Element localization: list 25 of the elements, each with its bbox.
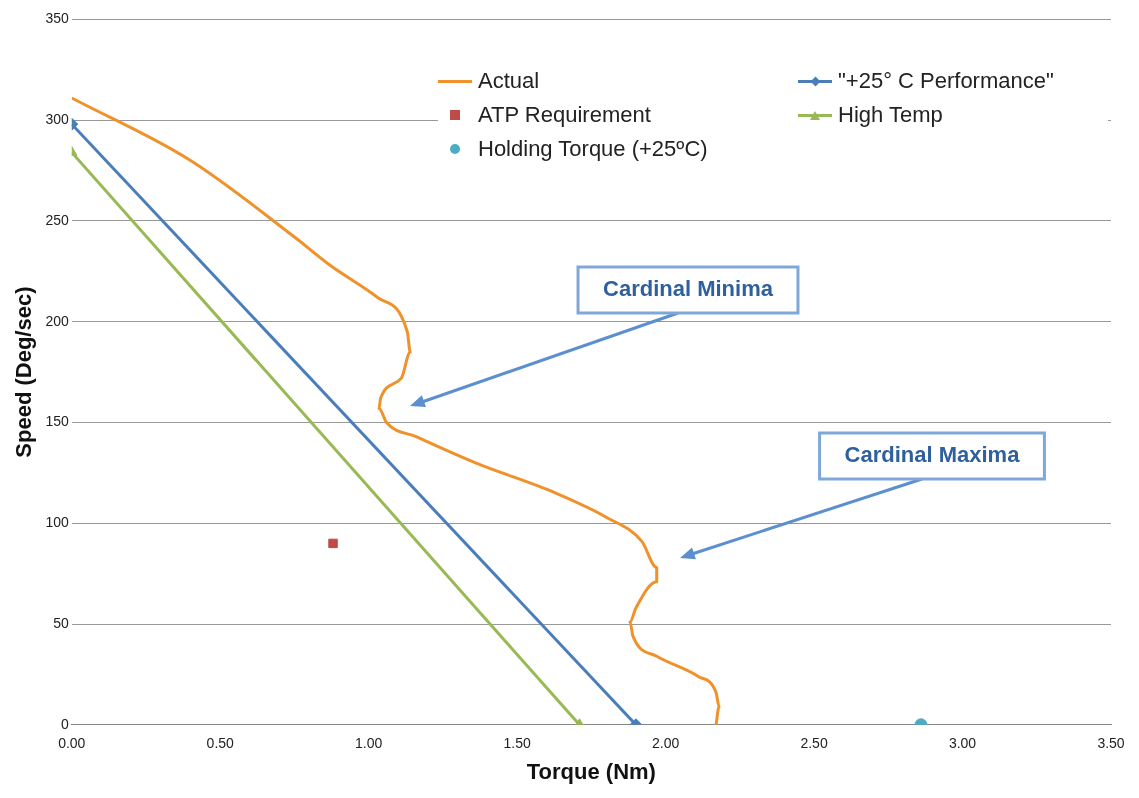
x-tick-label: 0.00 <box>58 735 86 752</box>
legend-label: Actual <box>478 68 540 94</box>
y-tick-label: 200 <box>45 312 69 329</box>
annotation: Cardinal Maxima <box>844 442 1021 468</box>
x-tick-label: 1.50 <box>503 735 531 752</box>
x-tick-label: 3.50 <box>1097 735 1125 752</box>
legend-label: Holding Torque (+25ºC) <box>478 136 708 162</box>
y-tick-label: 250 <box>45 211 69 228</box>
x-tick-label: 1.00 <box>355 735 383 752</box>
y-tick-label: 350 <box>45 10 69 27</box>
y-tick-label: 50 <box>53 614 69 631</box>
annotation: Cardinal Minima <box>603 276 774 302</box>
x-axis-title: Torque (Nm) <box>526 758 656 784</box>
x-tick-label: 3.00 <box>948 735 977 752</box>
x-tick-label: 2.50 <box>800 735 828 752</box>
y-tick-label: 300 <box>45 111 69 128</box>
y-axis-title: Speed (Deg/sec) <box>11 286 37 458</box>
legend-label: High Temp <box>838 102 943 128</box>
y-tick-label: 0 <box>60 715 69 732</box>
y-tick-label: 100 <box>45 514 69 531</box>
legend-label: ATP Requirement <box>478 102 651 128</box>
x-tick-label: 2.00 <box>651 735 680 752</box>
x-tick-label: 0.50 <box>206 735 235 752</box>
y-tick-label: 150 <box>45 413 69 430</box>
legend-label: "+25° C Performance" <box>838 68 1054 94</box>
